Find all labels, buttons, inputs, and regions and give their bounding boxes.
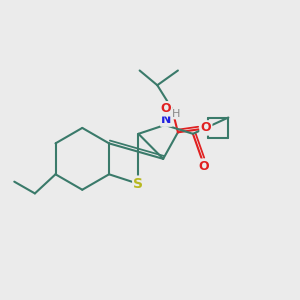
Text: O: O: [201, 122, 211, 134]
Text: S: S: [134, 177, 143, 191]
Text: O: O: [198, 160, 208, 173]
Text: H: H: [172, 109, 180, 119]
Text: N: N: [161, 112, 172, 126]
Text: O: O: [161, 102, 171, 115]
